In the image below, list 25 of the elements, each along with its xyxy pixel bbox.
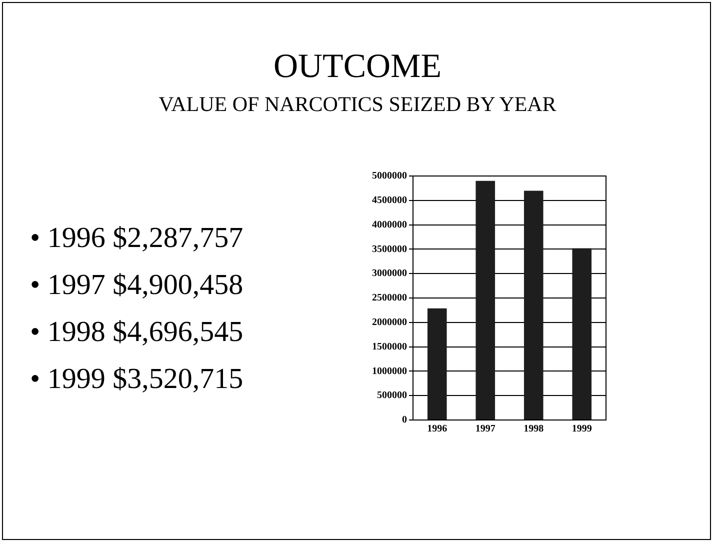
y-tick-label: 1000000 bbox=[372, 366, 407, 377]
x-tick-label: 1997 bbox=[475, 424, 496, 435]
y-tick-label: 3500000 bbox=[372, 244, 407, 255]
y-tick-label: 2000000 bbox=[372, 316, 407, 328]
bar bbox=[427, 308, 447, 420]
bar bbox=[524, 190, 544, 420]
y-tick-label: 4000000 bbox=[372, 219, 407, 230]
y-tick-label: 1500000 bbox=[372, 341, 407, 352]
chart-title: OUTCOME bbox=[272, 48, 443, 86]
y-tick-label: 0 bbox=[402, 414, 407, 426]
x-tick-label: 1999 bbox=[572, 424, 592, 435]
text: • 1997 $4,900,458 bbox=[30, 269, 244, 302]
x-tick-label: 1998 bbox=[524, 424, 544, 435]
y-tick-label: 5000000 bbox=[372, 170, 407, 182]
text: • 1999 $3,520,715 bbox=[30, 363, 244, 396]
y-tick-label: 2500000 bbox=[372, 292, 407, 304]
y-tick-label: 4500000 bbox=[372, 194, 407, 206]
x-tick-label: 1996 bbox=[427, 424, 448, 435]
bar bbox=[476, 180, 496, 420]
text: • 1996 $2,287,757 bbox=[30, 222, 244, 255]
chart-subtitle: VALUE OF NARCOTICS SEIZED BY YEAR bbox=[158, 92, 558, 117]
y-tick-label: 500000 bbox=[377, 390, 407, 402]
text: • 1998 $4,696,545 bbox=[30, 316, 244, 349]
y-tick-label: 3000000 bbox=[372, 268, 407, 280]
bar bbox=[572, 248, 592, 420]
